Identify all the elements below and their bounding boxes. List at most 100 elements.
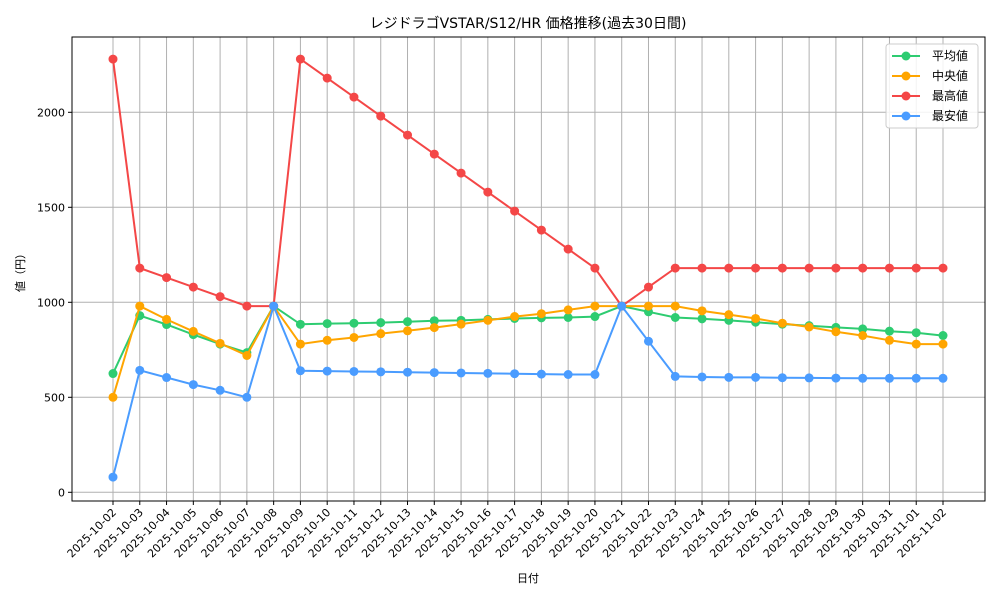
data-point [777,263,787,273]
data-point [403,317,413,327]
legend-marker [901,91,911,101]
data-point [724,263,734,273]
data-point [349,318,359,328]
data-point [108,392,118,402]
data-point [403,326,413,336]
y-tick-label: 2000 [37,106,65,119]
data-point [162,373,172,383]
data-point [188,326,198,336]
data-point [295,366,305,376]
data-point [563,370,573,379]
y-tick-label: 500 [44,391,65,404]
data-point [429,323,439,333]
data-point [510,312,520,322]
y-tick-label: 0 [58,486,65,499]
legend-label: 最高値 [932,88,968,103]
legend-label: 平均値 [932,48,968,63]
data-point [804,322,814,332]
y-tick-label: 1500 [37,201,65,214]
data-point [911,328,921,338]
data-point [804,263,814,273]
data-point [858,373,868,383]
data-point [295,54,305,64]
data-point [884,335,894,345]
data-point [188,282,198,292]
data-point [858,324,868,334]
data-point [831,327,841,337]
data-point [510,206,520,216]
data-point [938,339,948,349]
data-point [643,336,653,346]
data-point [536,225,546,235]
data-point [590,263,600,273]
series-line [112,57,943,308]
legend-marker [901,51,911,61]
data-point [108,369,118,379]
data-point [751,263,761,273]
data-point [670,371,680,381]
data-point [135,365,145,375]
data-point [349,366,359,376]
data-point [884,326,894,336]
legend-box [885,43,979,129]
data-point [295,339,305,349]
x-axis-ticks: 2025-10-022025-10-032025-10-042025-10-05… [65,501,949,560]
data-point [590,301,600,311]
data-point [215,338,225,348]
data-point [697,306,707,316]
y-axis-ticks: 0 500 1000 1500 2000 [37,106,72,499]
data-point [162,314,172,324]
data-point [429,316,439,326]
data-point [242,392,252,402]
data-point [938,331,948,341]
series-2 [108,54,948,311]
data-point [617,301,627,311]
data-point [697,314,707,324]
data-point [322,319,332,329]
data-point [376,111,386,121]
data-point [563,305,573,315]
data-series [108,54,948,482]
data-point [376,367,386,377]
data-point [858,263,868,273]
data-point [403,367,413,377]
data-point [349,332,359,342]
data-point [242,301,252,311]
data-point [108,472,118,482]
data-point [322,73,332,83]
data-point [322,366,332,376]
data-point [215,385,225,395]
data-point [188,380,198,390]
data-point [483,368,493,378]
y-axis-label: 値（円） [14,248,27,292]
data-point [456,168,466,178]
data-point [831,263,841,273]
data-point [751,313,761,323]
data-point [643,282,653,292]
series-line [112,304,944,375]
data-point [483,187,493,197]
legend-label: 最安値 [932,108,968,123]
chart-title: レジドラゴVSTAR/S12/HR 価格推移(過去30日間) [370,15,687,32]
data-point [670,263,680,273]
grid-lines [72,37,985,501]
data-point [911,263,921,273]
series-line [112,303,943,478]
data-point [643,301,653,311]
data-point [858,331,868,341]
data-point [804,373,814,383]
data-point [670,301,680,311]
series-line [112,304,943,398]
data-point [670,313,680,322]
data-point [483,315,493,325]
data-point [536,309,546,319]
legend-label: 中央値 [932,68,968,83]
plot-area-frame [71,36,986,502]
data-point [777,318,787,328]
data-point [429,149,439,159]
data-point [563,313,573,322]
data-point [295,319,305,329]
data-point [831,373,841,383]
data-point [376,329,386,339]
